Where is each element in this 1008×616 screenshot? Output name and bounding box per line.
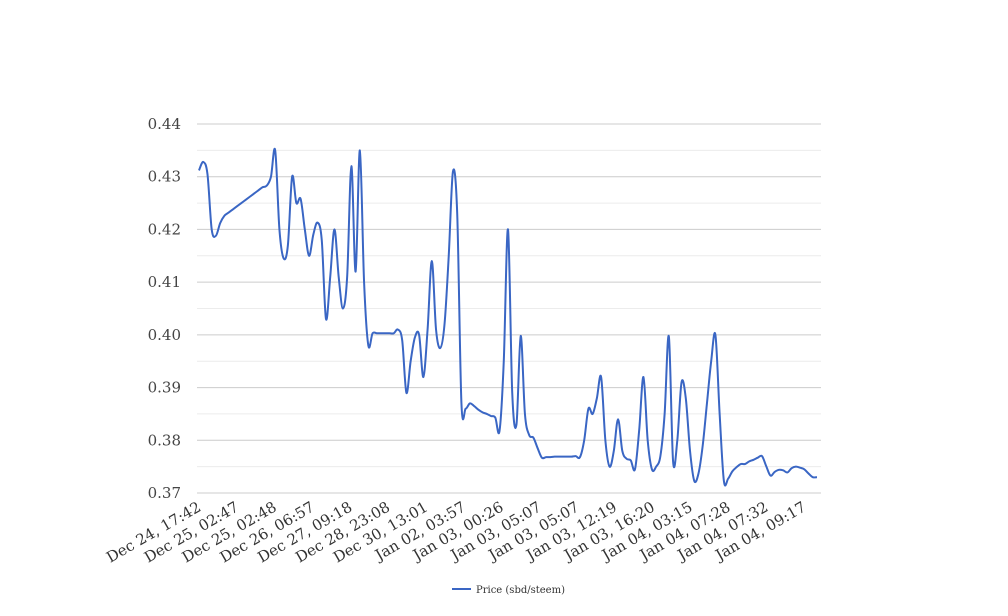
- grid-lines: [197, 123, 821, 494]
- y-axis-ticks: 0.37 0.38 0.39 0.40 0.41 0.42 0.43 0.44: [148, 115, 181, 502]
- y-tick-label: 0.41: [148, 273, 181, 291]
- y-tick-label: 0.37: [148, 484, 181, 502]
- y-tick-label: 0.39: [148, 379, 181, 397]
- legend-label: Price (sbd/steem): [476, 585, 565, 596]
- y-tick-label: 0.43: [148, 168, 181, 186]
- series-lines: [198, 147, 818, 487]
- series-line-0: [198, 147, 818, 487]
- y-tick-label: 0.44: [148, 115, 181, 133]
- legend: Price (sbd/steem): [452, 585, 565, 596]
- y-tick-label: 0.42: [148, 220, 181, 238]
- y-tick-label: 0.40: [148, 326, 181, 344]
- y-tick-label: 0.38: [148, 431, 181, 449]
